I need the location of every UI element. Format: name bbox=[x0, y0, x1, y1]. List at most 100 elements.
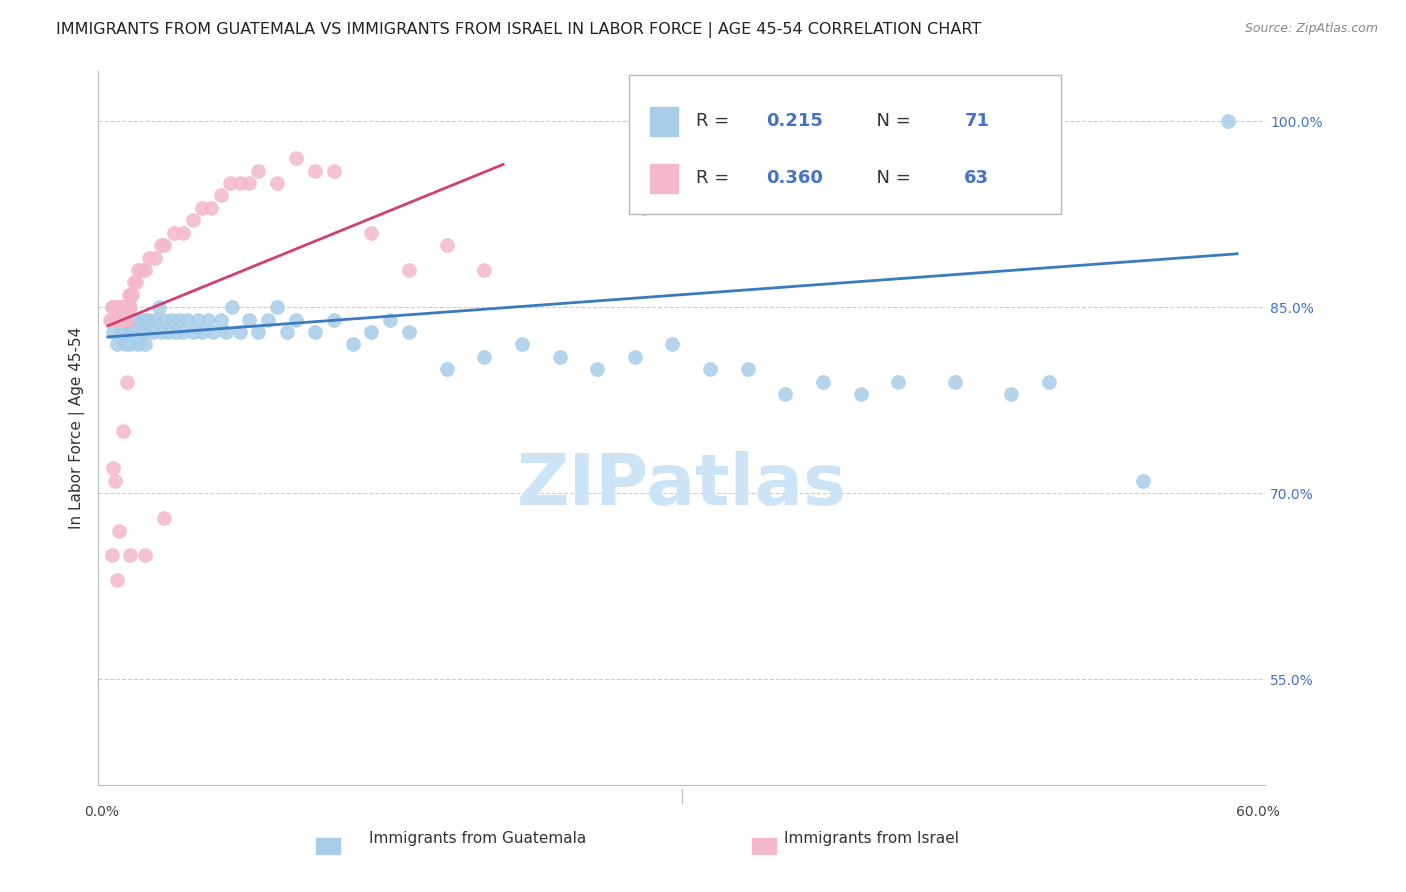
Point bbox=[105, 300, 128, 314]
Point bbox=[943, 375, 966, 389]
Point bbox=[436, 362, 458, 376]
Point bbox=[134, 263, 156, 277]
Point bbox=[176, 312, 198, 326]
Y-axis label: In Labor Force | Age 45-54: In Labor Force | Age 45-54 bbox=[69, 327, 84, 529]
Point bbox=[131, 263, 153, 277]
Point bbox=[111, 312, 134, 326]
Point bbox=[1000, 387, 1022, 401]
Point bbox=[114, 337, 136, 351]
Point bbox=[219, 176, 242, 190]
Point bbox=[115, 325, 138, 339]
Point bbox=[342, 337, 364, 351]
Point bbox=[1216, 114, 1239, 128]
Point bbox=[699, 362, 721, 376]
Point bbox=[1038, 375, 1060, 389]
Point bbox=[181, 325, 204, 339]
Point bbox=[100, 300, 122, 314]
Point bbox=[247, 163, 270, 178]
Point bbox=[187, 312, 209, 326]
Point bbox=[120, 549, 142, 563]
Point bbox=[256, 312, 278, 326]
Point bbox=[100, 312, 122, 326]
Point bbox=[181, 213, 204, 227]
Point bbox=[360, 325, 382, 339]
Point bbox=[110, 300, 132, 314]
Point bbox=[169, 312, 191, 326]
Text: 63: 63 bbox=[965, 169, 990, 187]
Point bbox=[360, 226, 382, 240]
Point bbox=[149, 325, 172, 339]
Point bbox=[160, 312, 183, 326]
Point bbox=[1132, 474, 1154, 488]
Point bbox=[134, 549, 156, 563]
Point bbox=[153, 312, 176, 326]
Point bbox=[105, 337, 128, 351]
Point bbox=[100, 312, 122, 326]
Point bbox=[380, 312, 402, 326]
Point bbox=[127, 337, 149, 351]
Point bbox=[127, 263, 149, 277]
Point bbox=[149, 238, 172, 252]
Text: 0.0%: 0.0% bbox=[84, 805, 118, 819]
Point bbox=[110, 312, 132, 326]
Point bbox=[737, 362, 759, 376]
Text: N =: N = bbox=[865, 112, 917, 130]
Point bbox=[131, 312, 153, 326]
Point bbox=[103, 325, 125, 339]
Point bbox=[121, 287, 143, 301]
Point bbox=[120, 300, 142, 314]
Point bbox=[131, 325, 153, 339]
Point bbox=[172, 226, 194, 240]
Point bbox=[125, 312, 148, 326]
Point bbox=[322, 312, 344, 326]
Text: 0.215: 0.215 bbox=[766, 112, 823, 130]
Text: 71: 71 bbox=[965, 112, 990, 130]
Point bbox=[202, 325, 225, 339]
Point bbox=[142, 325, 165, 339]
Point bbox=[120, 312, 142, 326]
Point bbox=[103, 300, 125, 314]
Point bbox=[125, 276, 148, 290]
Point bbox=[115, 312, 138, 326]
Point bbox=[104, 312, 127, 326]
Point bbox=[285, 151, 308, 165]
Point bbox=[103, 312, 125, 326]
Point bbox=[134, 325, 156, 339]
Point bbox=[138, 312, 160, 326]
Point bbox=[108, 312, 131, 326]
Text: R =: R = bbox=[696, 169, 735, 187]
Point bbox=[121, 325, 143, 339]
Point bbox=[811, 375, 834, 389]
Point bbox=[586, 362, 609, 376]
Point bbox=[548, 350, 571, 364]
Point bbox=[115, 312, 138, 326]
Point bbox=[849, 387, 872, 401]
Point bbox=[191, 201, 214, 215]
Text: ZIPatlas: ZIPatlas bbox=[517, 450, 846, 520]
Point bbox=[209, 188, 232, 202]
Point bbox=[238, 312, 260, 326]
Point bbox=[134, 337, 156, 351]
Point bbox=[138, 251, 160, 265]
Point bbox=[120, 287, 142, 301]
Point bbox=[661, 337, 683, 351]
Point bbox=[510, 337, 533, 351]
Point bbox=[228, 325, 250, 339]
Point bbox=[108, 524, 131, 538]
Point bbox=[266, 176, 288, 190]
Point bbox=[165, 325, 187, 339]
Text: 60.0%: 60.0% bbox=[1236, 805, 1281, 819]
Point bbox=[114, 300, 136, 314]
Point bbox=[115, 300, 138, 314]
Point bbox=[633, 201, 655, 215]
Point bbox=[120, 337, 142, 351]
Point bbox=[172, 325, 194, 339]
Point bbox=[200, 201, 222, 215]
Point bbox=[398, 263, 420, 277]
Point bbox=[221, 300, 243, 314]
Point bbox=[191, 325, 214, 339]
Point bbox=[117, 300, 139, 314]
Point bbox=[624, 350, 647, 364]
Point bbox=[887, 375, 910, 389]
Point bbox=[157, 325, 180, 339]
